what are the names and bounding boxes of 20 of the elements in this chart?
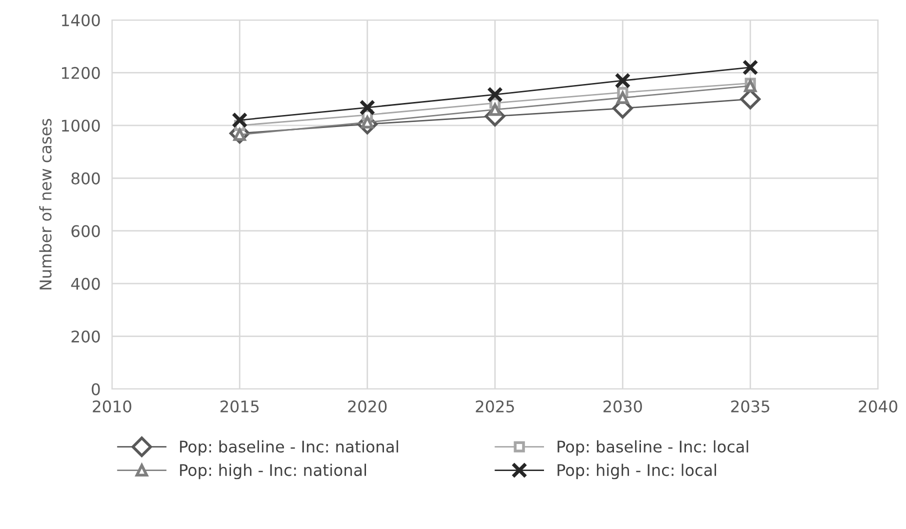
legend-label: Pop: high - Inc: national [180, 464, 366, 480]
y-tick-label: 0 [92, 383, 100, 396]
x-tick-label: 2015 [220, 400, 259, 412]
x-tick-label: 2030 [604, 400, 642, 412]
y-tick-label: 1000 [62, 120, 100, 132]
y-tick-label: 1200 [62, 66, 100, 80]
y-tick-label: 1400 [62, 14, 100, 26]
y-tick-label: 200 [72, 330, 100, 343]
y-tick-label: 600 [72, 225, 100, 238]
x-tick-label: 2035 [731, 400, 770, 412]
x-tick-label: 2025 [476, 400, 514, 412]
legend-label: Pop: baseline - Inc: local [558, 440, 748, 456]
x-tick-label: 2010 [92, 400, 132, 412]
y-tick-label: 800 [71, 172, 100, 184]
legend-label: Pop: high - Inc: local [558, 464, 716, 480]
legend-label: Pop: baseline - Inc: national [180, 440, 398, 456]
y-axis-title: Number of new cases [39, 118, 52, 290]
x-tick-label: 2020 [348, 400, 387, 412]
x-tick-label: 2040 [858, 400, 898, 412]
y-tick-label: 400 [71, 278, 100, 290]
